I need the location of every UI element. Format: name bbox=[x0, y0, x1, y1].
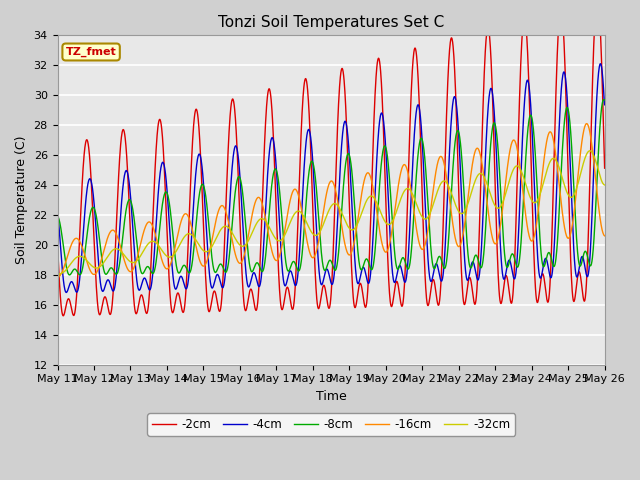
-4cm bbox=[54, 208, 61, 214]
Legend: -2cm, -4cm, -8cm, -16cm, -32cm: -2cm, -4cm, -8cm, -16cm, -32cm bbox=[147, 413, 515, 436]
-16cm bbox=[568, 227, 575, 233]
-8cm bbox=[490, 120, 498, 126]
-2cm bbox=[60, 313, 67, 319]
-2cm bbox=[601, 165, 609, 171]
Line: -4cm: -4cm bbox=[58, 64, 605, 292]
-32cm bbox=[601, 182, 609, 188]
-8cm bbox=[207, 240, 214, 245]
-8cm bbox=[568, 144, 575, 150]
-8cm bbox=[359, 264, 367, 270]
-2cm bbox=[207, 306, 214, 312]
-4cm bbox=[601, 102, 609, 108]
-32cm bbox=[206, 246, 214, 252]
-32cm bbox=[586, 148, 594, 154]
-4cm bbox=[359, 264, 367, 270]
-4cm bbox=[568, 200, 575, 205]
-16cm bbox=[54, 275, 61, 280]
-16cm bbox=[347, 251, 355, 257]
Line: -16cm: -16cm bbox=[58, 124, 605, 277]
-16cm bbox=[206, 246, 214, 252]
Line: -8cm: -8cm bbox=[58, 100, 605, 275]
-4cm bbox=[552, 192, 560, 197]
-32cm bbox=[490, 201, 498, 206]
-16cm bbox=[601, 233, 609, 239]
Title: Tonzi Soil Temperatures Set C: Tonzi Soil Temperatures Set C bbox=[218, 15, 444, 30]
-4cm bbox=[207, 279, 214, 285]
-2cm bbox=[359, 292, 367, 298]
Text: TZ_fmet: TZ_fmet bbox=[66, 47, 116, 57]
-2cm bbox=[568, 279, 575, 285]
-16cm bbox=[552, 156, 560, 161]
-4cm bbox=[490, 108, 498, 114]
Line: -2cm: -2cm bbox=[58, 0, 605, 316]
-32cm bbox=[552, 158, 560, 164]
-16cm bbox=[359, 185, 367, 191]
-16cm bbox=[583, 121, 591, 127]
-32cm bbox=[359, 207, 367, 213]
-4cm bbox=[347, 183, 355, 189]
-2cm bbox=[54, 244, 61, 250]
-8cm bbox=[600, 97, 607, 103]
-8cm bbox=[65, 272, 73, 278]
-2cm bbox=[347, 251, 355, 256]
-4cm bbox=[63, 289, 70, 295]
Y-axis label: Soil Temperature (C): Soil Temperature (C) bbox=[15, 136, 28, 264]
-8cm bbox=[552, 251, 560, 256]
-2cm bbox=[552, 73, 560, 79]
-32cm bbox=[54, 271, 61, 277]
X-axis label: Time: Time bbox=[316, 390, 346, 403]
-2cm bbox=[490, 146, 498, 152]
-16cm bbox=[490, 240, 498, 245]
-8cm bbox=[601, 97, 609, 103]
-8cm bbox=[54, 214, 61, 219]
-32cm bbox=[568, 194, 575, 200]
Line: -32cm: -32cm bbox=[58, 151, 605, 274]
-32cm bbox=[347, 227, 355, 232]
-4cm bbox=[596, 61, 604, 67]
-8cm bbox=[347, 161, 355, 167]
